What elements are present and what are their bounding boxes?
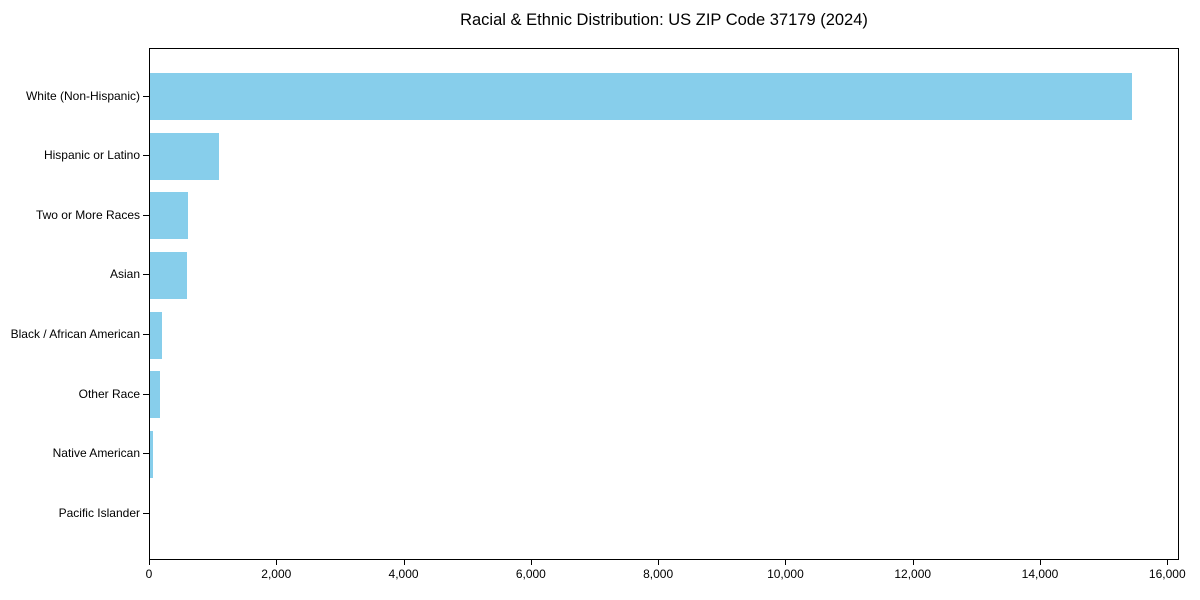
bar bbox=[150, 73, 1132, 120]
y-axis-label: Black / African American bbox=[10, 327, 140, 342]
x-tick-label: 8,000 bbox=[643, 567, 674, 581]
x-tick-label: 6,000 bbox=[515, 567, 546, 581]
y-axis-label: Other Race bbox=[78, 386, 140, 401]
y-tick-mark bbox=[143, 214, 149, 216]
y-axis-label: Pacific Islander bbox=[58, 506, 140, 521]
y-tick-mark bbox=[143, 513, 149, 515]
x-tick-label: 0 bbox=[145, 567, 153, 581]
x-tick-mark bbox=[785, 560, 787, 565]
y-axis-label: Two or More Races bbox=[35, 207, 140, 222]
bar bbox=[150, 311, 162, 359]
x-tick-label: 16,000 bbox=[1148, 567, 1186, 581]
y-tick-mark bbox=[143, 95, 149, 97]
x-tick-label: 2,000 bbox=[261, 567, 292, 581]
x-tick-mark bbox=[1167, 560, 1169, 565]
y-tick-mark bbox=[143, 155, 149, 157]
x-tick-mark bbox=[276, 560, 278, 565]
x-tick-mark bbox=[403, 560, 405, 565]
bar bbox=[150, 251, 187, 299]
y-tick-mark bbox=[143, 274, 149, 276]
x-tick-mark bbox=[530, 560, 532, 565]
bar bbox=[150, 192, 189, 240]
x-tick-label: 4,000 bbox=[388, 567, 419, 581]
x-tick-mark bbox=[658, 560, 660, 565]
y-axis-label: Hispanic or Latino bbox=[43, 148, 140, 163]
y-tick-mark bbox=[143, 393, 149, 395]
x-tick-label: 12,000 bbox=[894, 567, 932, 581]
y-tick-mark bbox=[143, 334, 149, 336]
bar bbox=[150, 132, 220, 180]
x-tick-mark bbox=[149, 560, 150, 565]
x-tick-label: 10,000 bbox=[767, 567, 804, 581]
chart-title: Racial & Ethnic Distribution: US ZIP Cod… bbox=[460, 11, 868, 29]
bar bbox=[150, 430, 153, 478]
y-axis-label: White (Non-Hispanic) bbox=[25, 88, 140, 103]
plot-area bbox=[149, 48, 1179, 560]
x-tick-label: 14,000 bbox=[1021, 567, 1059, 581]
x-tick-mark bbox=[1040, 560, 1041, 565]
y-axis-label: Native American bbox=[52, 446, 140, 461]
y-tick-mark bbox=[143, 453, 149, 455]
y-axis-label: Asian bbox=[109, 267, 140, 282]
x-tick-mark bbox=[912, 560, 914, 565]
bar bbox=[150, 371, 161, 419]
